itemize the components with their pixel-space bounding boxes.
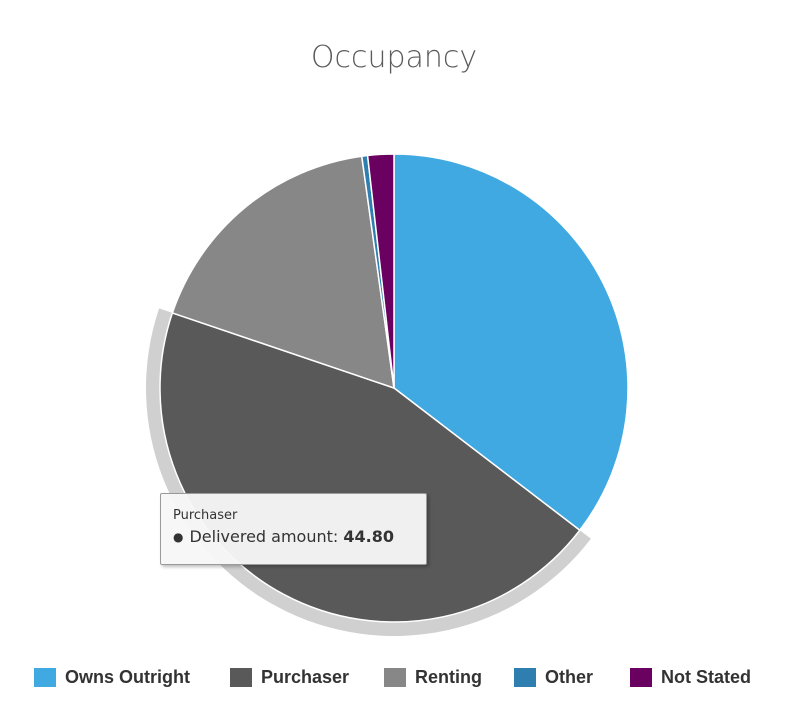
legend-label-owns-outright: Owns Outright [65, 666, 190, 687]
pie-slice-not-stated[interactable] [366, 153, 395, 389]
tooltip-title: Purchaser [173, 508, 238, 523]
legend-item-other[interactable]: Other [514, 664, 593, 690]
legend-item-not-stated[interactable]: Not Stated [630, 664, 751, 690]
pie-slice-owns-outright[interactable] [393, 153, 629, 532]
legend-swatch-not-stated [630, 667, 652, 687]
legend-swatch-purchaser [230, 667, 252, 687]
legend-item-owns-outright[interactable]: Owns Outright [34, 664, 190, 690]
chart-title: Occupancy [310, 40, 478, 75]
legend-swatch-other [514, 667, 536, 687]
tooltip-bullet-icon: ● [173, 530, 184, 544]
legend: Owns Outright Purchaser Renting Other No… [0, 664, 788, 690]
tooltip-value: 44.80 [343, 527, 394, 546]
legend-label-other: Other [545, 666, 594, 687]
legend-label-not-stated: Not Stated [661, 666, 751, 687]
legend-item-purchaser[interactable]: Purchaser [230, 664, 349, 690]
tooltip-line: ● Delivered amount: 44.80 [173, 526, 414, 548]
pie-slice-renting[interactable] [171, 155, 395, 389]
legend-label-purchaser: Purchaser [261, 666, 350, 687]
tooltip: Purchaser ● Delivered amount: 44.80 [160, 493, 427, 565]
legend-swatch-renting [384, 667, 406, 687]
legend-item-renting[interactable]: Renting [384, 664, 482, 690]
legend-label-renting: Renting [415, 666, 482, 687]
legend-swatch-owns-outright [34, 667, 56, 687]
tooltip-series-label: Delivered amount: [189, 527, 339, 546]
